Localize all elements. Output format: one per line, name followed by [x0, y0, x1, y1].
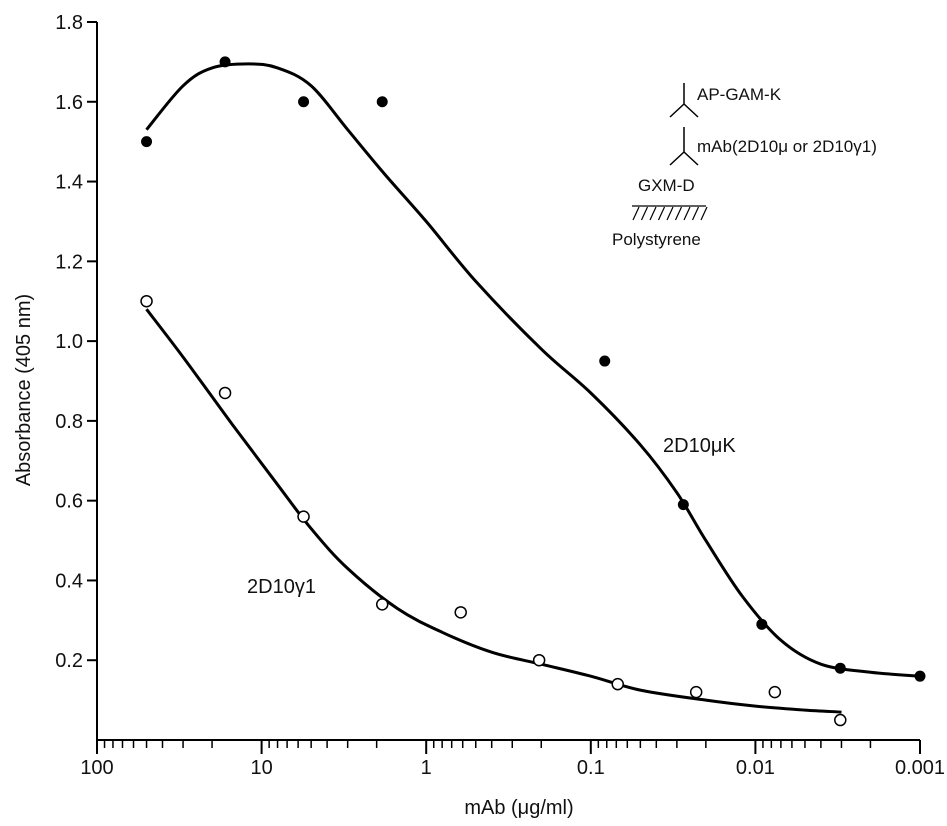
x-tick-label: 100 [80, 757, 113, 779]
y-tick-label: 1.0 [55, 331, 83, 353]
y-tick-label: 1.4 [55, 172, 83, 194]
inset-label-mab: mAb(2D10μ or 2D10γ1) [697, 137, 877, 156]
series-label-2d10muk: 2D10μK [663, 435, 736, 457]
x-tick-label: 10 [250, 757, 272, 779]
hatch-line [657, 206, 666, 221]
x-tick-label: 0.1 [577, 757, 605, 779]
data-point-open [218, 386, 232, 400]
y-tick-label: 0.2 [55, 650, 83, 672]
series-label-2d10gamma1: 2D10γ1 [247, 576, 316, 598]
data-point-filled [141, 136, 153, 148]
y-tick-label: 0.8 [55, 411, 83, 433]
data-point-open [834, 713, 847, 727]
antibody-y-icon [669, 83, 699, 118]
y-tick-label: 0.6 [55, 491, 83, 513]
y-tick-label: 1.6 [55, 92, 83, 114]
hatch-line [700, 206, 708, 221]
hatch-line [649, 206, 657, 221]
inset-label-polystyrene: Polystyrene [612, 230, 701, 249]
data-point-filled [677, 499, 689, 511]
curves [145, 62, 921, 714]
axes [96, 22, 920, 741]
data-point-filled [834, 662, 846, 674]
series-curve-0 [145, 62, 921, 678]
data-point-filled [914, 670, 926, 682]
data-point-filled [298, 96, 310, 108]
hatch-line [691, 206, 700, 221]
x-tick-label: 0.001 [895, 757, 945, 779]
hatch-line [666, 206, 674, 221]
data-point-filled [219, 56, 231, 68]
data-point-filled [756, 618, 768, 630]
data-point-open [611, 677, 624, 691]
ticks: 0.2 0.4 0.6 0.8 1.0 1.2 1.4 1.6 1.8 100 10 1 0.1 0.01… [55, 12, 945, 779]
data-point-open [140, 294, 153, 308]
hatch-line [674, 206, 683, 221]
hatch-line [632, 206, 640, 221]
assay-schematic: AP-GAM-K mAb(2D10μ or 2D10γ1) GXM-D Poly… [612, 83, 877, 249]
y-tick-label: 0.4 [55, 570, 83, 592]
data-point-filled [599, 355, 611, 367]
inset-label-ap-gam-k: AP-GAM-K [697, 85, 782, 104]
hatch-line [683, 206, 691, 221]
polystyrene-hatch-icon [632, 205, 708, 221]
y-tick-label: 1.2 [55, 251, 83, 273]
x-tick-label: 1 [421, 757, 432, 779]
series-curve-1 [145, 308, 842, 714]
y-axis-title: Absorbance (405 nm) [13, 294, 35, 486]
data-point-open [375, 598, 389, 611]
data-point-open [297, 510, 310, 523]
points [140, 56, 926, 727]
y-tick-label: 1.8 [55, 12, 83, 34]
data-point-filled [376, 96, 388, 108]
data-point-open [689, 685, 703, 699]
x-tick-label: 0.01 [736, 757, 775, 779]
data-point-open [532, 653, 546, 667]
antibody-y-icon [669, 127, 699, 166]
data-point-open [768, 685, 782, 699]
inset-label-gxm-d: GXM-D [638, 176, 695, 195]
data-point-open [454, 606, 467, 619]
x-axis-title: mAb (μg/ml) [464, 797, 573, 819]
hatch-line [640, 206, 649, 221]
